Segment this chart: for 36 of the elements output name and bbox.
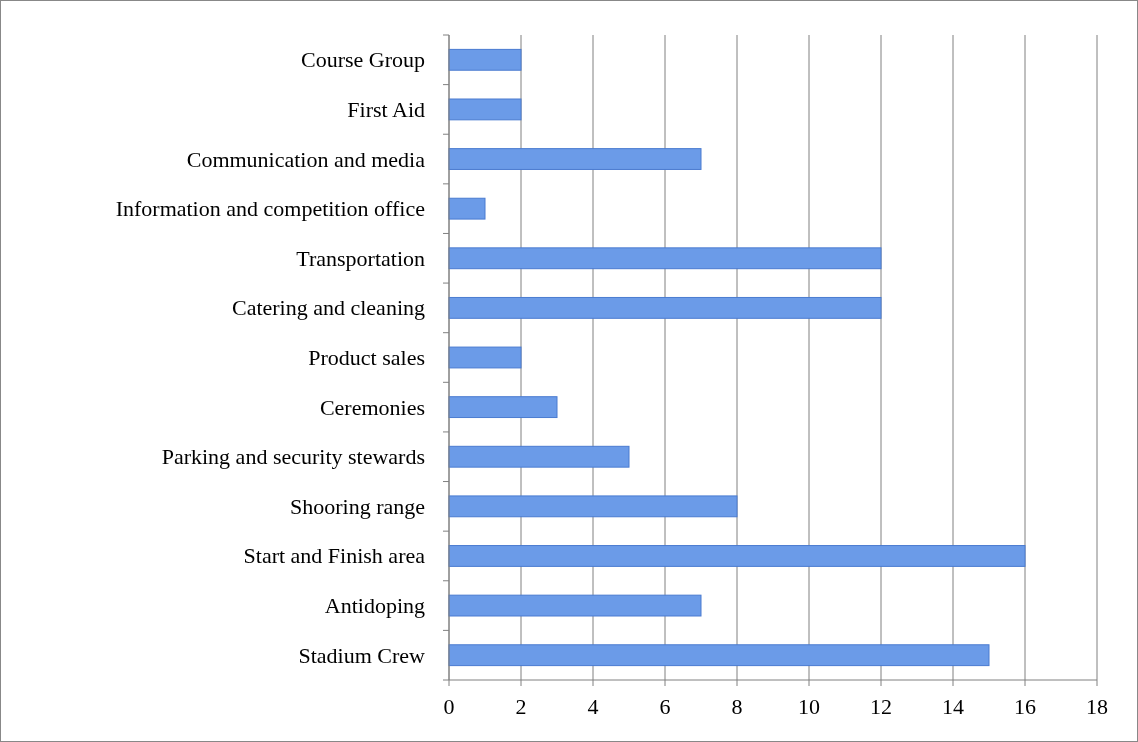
y-tick-label: Catering and cleaning	[231, 295, 425, 321]
y-tick-label: Parking and security stewards	[161, 444, 425, 470]
bar	[448, 545, 1026, 567]
y-tick-label: Product sales	[308, 345, 425, 370]
x-tick-label: 0	[443, 694, 455, 719]
y-tick-label: Antidoping	[324, 593, 425, 619]
bar	[448, 644, 990, 667]
y-tick-label: Transportation	[296, 245, 425, 271]
x-tick-label: 8	[731, 694, 743, 719]
bar	[448, 396, 558, 419]
y-tick-label: Information and competition office	[115, 196, 425, 222]
bar	[448, 296, 882, 319]
bar	[448, 594, 702, 617]
y-tick-label: Ceremonies	[319, 394, 425, 420]
x-tick-label: 18	[1086, 694, 1108, 719]
bar	[448, 247, 882, 270]
bar	[448, 445, 630, 468]
y-tick-label: Course Group	[300, 47, 425, 73]
bar	[448, 346, 522, 369]
x-tick-label: 14	[942, 694, 964, 719]
bar	[448, 148, 702, 170]
y-tick-label: First Aid	[347, 96, 425, 122]
y-tick-label: Shooring range	[289, 493, 425, 519]
x-tick-label: 2	[515, 694, 527, 719]
x-tick-label: 6	[659, 694, 671, 719]
x-tick-label: 10	[798, 694, 820, 719]
y-tick-label: Start and Finish area	[243, 543, 426, 569]
bar	[448, 98, 522, 121]
x-tick-label: 12	[870, 694, 892, 719]
bar	[448, 495, 738, 518]
x-tick-label: 4	[587, 694, 599, 719]
y-tick-label: Communication and media	[186, 146, 426, 172]
bar	[448, 197, 486, 220]
bar	[448, 48, 522, 71]
y-tick-label: Stadium Crew	[298, 642, 426, 668]
x-tick-label: 16	[1014, 694, 1036, 719]
